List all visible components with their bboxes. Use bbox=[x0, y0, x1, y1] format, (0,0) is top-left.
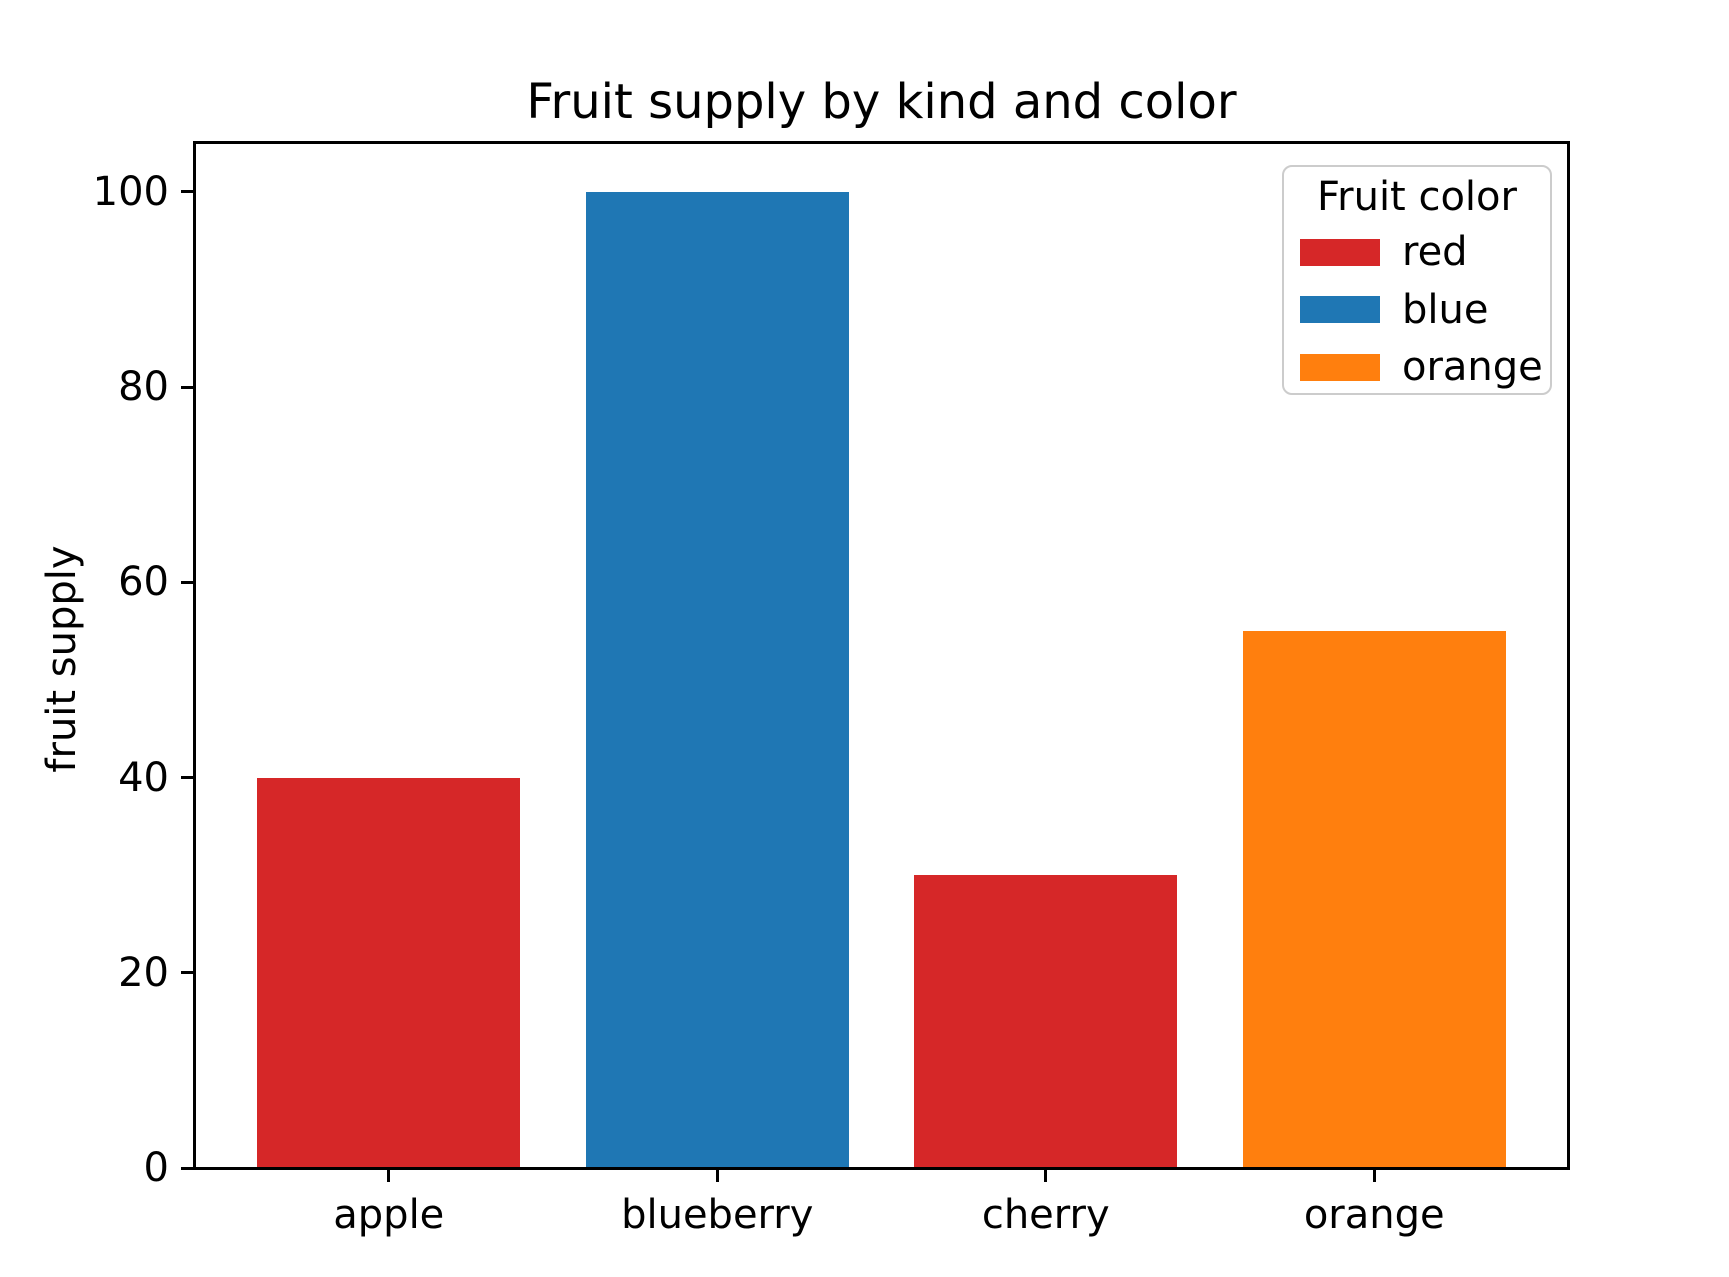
legend-title: Fruit color bbox=[1317, 174, 1517, 220]
bar-blueberry bbox=[585, 191, 849, 1168]
y-tick-label: 20 bbox=[118, 949, 169, 996]
bar-cherry bbox=[914, 875, 1178, 1168]
x-tick-label: orange bbox=[1303, 1192, 1445, 1238]
bar-apple bbox=[257, 777, 521, 1168]
y-tick-label: 60 bbox=[118, 559, 169, 606]
y-tick bbox=[181, 580, 195, 584]
y-tick bbox=[181, 190, 195, 194]
x-tick bbox=[1372, 1168, 1376, 1182]
y-tick-label: 80 bbox=[118, 364, 169, 411]
y-tick bbox=[181, 385, 195, 389]
y-tick bbox=[181, 776, 195, 780]
chart-title: Fruit supply by kind and color bbox=[526, 74, 1237, 130]
y-tick-label: 100 bbox=[92, 168, 169, 215]
x-tick bbox=[715, 1168, 719, 1182]
x-tick-label: blueberry bbox=[621, 1192, 814, 1238]
y-tick bbox=[181, 971, 195, 975]
x-tick-label: cherry bbox=[981, 1192, 1110, 1238]
bar-orange bbox=[1242, 631, 1506, 1168]
y-tick-label: 0 bbox=[143, 1145, 169, 1191]
x-tick bbox=[1044, 1168, 1048, 1182]
legend-swatch-red bbox=[1300, 238, 1380, 266]
legend-label-orange: orange bbox=[1402, 344, 1543, 390]
legend-label-red: red bbox=[1402, 229, 1468, 275]
x-tick bbox=[387, 1168, 391, 1182]
legend-swatch-orange bbox=[1300, 353, 1380, 381]
x-tick-label: apple bbox=[333, 1192, 445, 1238]
legend: Fruit color red blue orange bbox=[1282, 165, 1552, 395]
y-tick bbox=[181, 1166, 195, 1170]
y-tick-label: 40 bbox=[118, 754, 169, 801]
legend-label-blue: blue bbox=[1402, 286, 1489, 333]
legend-swatch-blue bbox=[1300, 296, 1380, 323]
